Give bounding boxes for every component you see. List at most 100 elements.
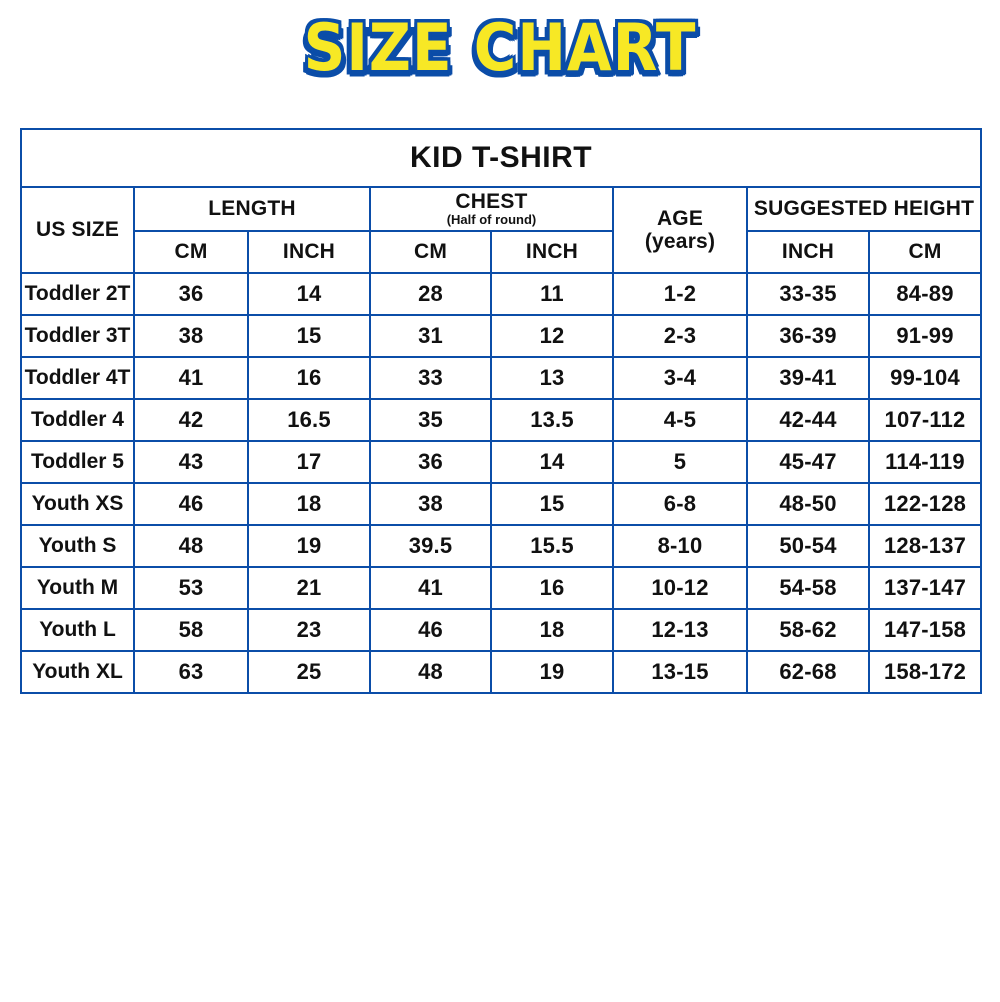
cell-length-inch: 14: [247, 272, 371, 316]
cell-length-inch: 25: [247, 650, 371, 694]
header-us-size: US SIZE: [20, 186, 135, 274]
header-chest: CHEST (Half of round): [369, 186, 614, 232]
table-row: Youth M 53 21 41 16 10-12 54-58 137-147: [20, 566, 983, 610]
cell-age: 1-2: [612, 272, 748, 316]
cell-height-cm: 158-172: [867, 650, 983, 694]
cell-length-inch: 18: [247, 482, 371, 526]
table-header-row-2: CM INCH CM INCH INCH CM: [21, 230, 983, 274]
size-chart-table-container: KID T-SHIRT US SIZE LENGTH CHEST (Half o…: [19, 128, 983, 694]
cell-us-size: Youth XL: [20, 650, 135, 694]
header-length-inch: INCH: [247, 230, 371, 274]
size-chart-table: KID T-SHIRT US SIZE LENGTH CHEST (Half o…: [19, 128, 983, 694]
cell-height-inch: 39-41: [746, 356, 870, 400]
header-height-cm: CM: [867, 230, 983, 274]
cell-chest-cm: 38: [369, 482, 492, 526]
cell-us-size: Toddler 3T: [20, 314, 135, 358]
cell-length-cm: 63: [133, 650, 249, 694]
cell-age: 3-4: [612, 356, 748, 400]
header-length-cm: CM: [133, 230, 249, 274]
cell-length-cm: 43: [133, 440, 249, 484]
cell-age: 2-3: [612, 314, 748, 358]
header-chest-inch: INCH: [490, 230, 614, 274]
header-age: AGE (years): [612, 186, 748, 274]
cell-length-cm: 58: [133, 608, 249, 652]
cell-length-inch: 23: [247, 608, 371, 652]
cell-height-inch: 48-50: [746, 482, 870, 526]
cell-height-cm: 107-112: [867, 398, 983, 442]
cell-chest-inch: 12: [490, 314, 614, 358]
table-row: Toddler 4 42 16.5 35 13.5 4-5 42-44 107-112: [20, 398, 983, 442]
header-chest-cm: CM: [369, 230, 492, 274]
cell-chest-inch: 18: [490, 608, 614, 652]
table-row: Toddler 3T 38 15 31 12 2-3 36-39 91-99: [20, 314, 983, 358]
cell-us-size: Toddler 4T: [20, 356, 135, 400]
cell-height-cm: 99-104: [867, 356, 983, 400]
cell-chest-cm: 28: [369, 272, 492, 316]
cell-length-inch: 21: [247, 566, 371, 610]
header-age-label: AGE: [656, 206, 704, 230]
cell-height-cm: 84-89: [867, 272, 983, 316]
cell-us-size: Youth M: [20, 566, 135, 610]
cell-length-cm: 38: [133, 314, 249, 358]
cell-length-inch: 19: [247, 524, 371, 568]
cell-length-cm: 48: [133, 524, 249, 568]
table-header-row-1: US SIZE LENGTH CHEST (Half of round) AGE…: [20, 186, 983, 274]
cell-height-inch: 33-35: [746, 272, 870, 316]
cell-chest-inch: 15: [490, 482, 614, 526]
cell-chest-cm: 39.5: [369, 524, 492, 568]
page-title: SIZE CHART: [303, 9, 697, 86]
cell-height-cm: 91-99: [867, 314, 983, 358]
cell-length-cm: 46: [133, 482, 249, 526]
table-row: Youth S 48 19 39.5 15.5 8-10 50-54 128-137: [20, 524, 983, 568]
cell-height-inch: 42-44: [746, 398, 870, 442]
header-age-unit: (years): [644, 230, 716, 253]
header-chest-label: CHEST: [455, 190, 528, 214]
table-row: Toddler 5 43 17 36 14 5 45-47 114-119: [20, 440, 983, 484]
cell-chest-cm: 31: [369, 314, 492, 358]
cell-length-cm: 36: [133, 272, 249, 316]
cell-chest-inch: 13.5: [490, 398, 614, 442]
cell-height-cm: 128-137: [867, 524, 983, 568]
table-row: Youth L 58 23 46 18 12-13 58-62 147-158: [20, 608, 983, 652]
cell-length-inch: 16: [247, 356, 371, 400]
cell-height-cm: 122-128: [867, 482, 983, 526]
cell-chest-inch: 11: [490, 272, 614, 316]
cell-height-inch: 45-47: [746, 440, 870, 484]
cell-age: 4-5: [612, 398, 748, 442]
cell-us-size: Toddler 2T: [20, 272, 135, 316]
cell-us-size: Youth S: [20, 524, 135, 568]
cell-chest-inch: 15.5: [490, 524, 614, 568]
cell-height-inch: 50-54: [746, 524, 870, 568]
table-banner-row: KID T-SHIRT: [19, 128, 983, 188]
cell-us-size: Toddler 5: [20, 440, 135, 484]
cell-chest-inch: 13: [490, 356, 614, 400]
table-row: Toddler 2T 36 14 28 11 1-2 33-35 84-89: [20, 272, 983, 316]
cell-length-inch: 15: [247, 314, 371, 358]
cell-height-inch: 58-62: [746, 608, 870, 652]
table-row: Toddler 4T 41 16 33 13 3-4 39-41 99-104: [20, 356, 983, 400]
cell-height-cm: 137-147: [867, 566, 983, 610]
cell-height-inch: 36-39: [746, 314, 870, 358]
table-row: Youth XL 63 25 48 19 13-15 62-68 158-172: [20, 650, 983, 694]
cell-height-cm: 114-119: [867, 440, 983, 484]
header-chest-note: (Half of round): [446, 211, 537, 227]
cell-age: 6-8: [612, 482, 748, 526]
header-height-inch: INCH: [746, 230, 870, 274]
cell-chest-cm: 46: [369, 608, 492, 652]
cell-chest-cm: 35: [369, 398, 492, 442]
header-length: LENGTH: [133, 186, 371, 232]
cell-age: 5: [612, 440, 748, 484]
cell-length-inch: 16.5: [247, 398, 371, 442]
cell-age: 10-12: [612, 566, 748, 610]
cell-length-cm: 41: [133, 356, 249, 400]
cell-height-inch: 54-58: [746, 566, 870, 610]
cell-height-cm: 147-158: [867, 608, 983, 652]
cell-chest-inch: 16: [490, 566, 614, 610]
cell-chest-inch: 14: [490, 440, 614, 484]
table-row: Youth XS 46 18 38 15 6-8 48-50 122-128: [20, 482, 983, 526]
cell-length-cm: 53: [133, 566, 249, 610]
cell-chest-cm: 33: [369, 356, 492, 400]
cell-us-size: Youth XS: [20, 482, 135, 526]
cell-age: 12-13: [612, 608, 748, 652]
